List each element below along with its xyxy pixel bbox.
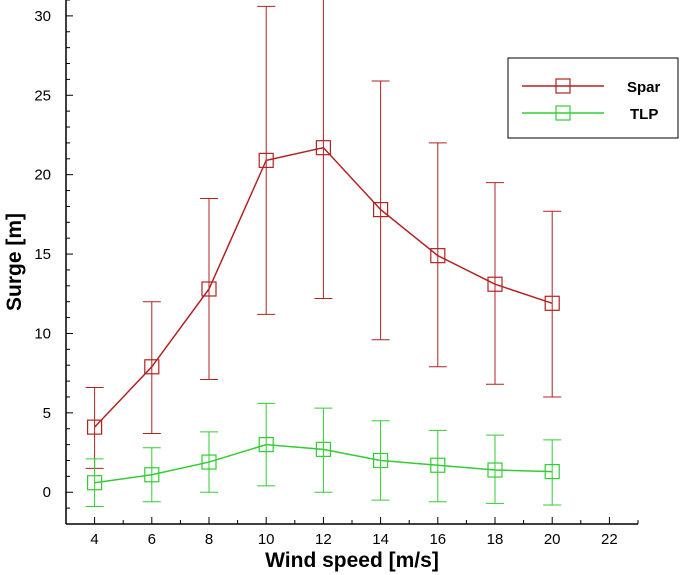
data-point-tlp [315,441,331,457]
data-point-spar [430,248,446,264]
y-tick-label: 10 [34,325,51,342]
y-tick-label: 30 [34,8,51,25]
data-point-tlp [373,452,389,469]
data-point-spar [144,359,160,375]
x-axis-title: Wind speed [m/s] [265,549,439,572]
x-tick-label: 8 [205,531,213,548]
legend: Spar TLP [507,57,679,139]
data-point-spar [201,281,217,297]
data-point-spar [373,202,389,218]
legend-box [507,57,679,139]
plot-area [85,0,562,508]
x-tick-label: 20 [544,531,561,548]
series-spar [85,0,562,469]
x-tick-label: 6 [148,531,156,548]
data-point-spar [544,295,560,311]
x-tick-label: 14 [372,531,389,548]
series-line-tlp [94,443,553,484]
x-tick-label: 4 [90,531,98,548]
data-point-tlp [201,454,217,470]
y-ticks: 0 5 10 15 20 25 30 [34,0,73,525]
data-point-tlp [544,464,560,480]
data-point-spar [487,276,503,292]
x-tick-label: 22 [601,531,618,548]
y-axis-title: Surge [m] [3,213,26,311]
y-tick-label: 0 [43,484,51,501]
data-point-spar [258,152,274,168]
y-tick-label: 20 [34,167,51,184]
x-tick-label: 10 [258,531,275,548]
series-line-spar [94,146,553,428]
legend-marker-spar [555,78,571,94]
data-point-tlp [430,457,446,473]
x-tick-label: 16 [429,531,446,548]
legend-label-spar: Spar [627,79,661,96]
x-tick-label: 12 [315,531,332,548]
data-point-tlp [258,437,274,453]
series-tlp [85,402,562,508]
y-tick-label: 5 [43,405,51,422]
y-tick-label: 15 [34,246,51,263]
x-ticks: 4 6 8 10 12 14 16 18 20 22 [65,517,639,548]
legend-label-tlp: TLP [630,106,658,123]
data-point-spar [86,419,103,435]
x-tick-label: 18 [487,531,504,548]
data-point-tlp [144,467,160,483]
legend-marker-tlp [555,105,571,121]
data-point-tlp [86,475,103,491]
data-point-spar [315,140,331,156]
y-tick-label: 25 [34,87,51,104]
data-point-tlp [487,462,503,478]
